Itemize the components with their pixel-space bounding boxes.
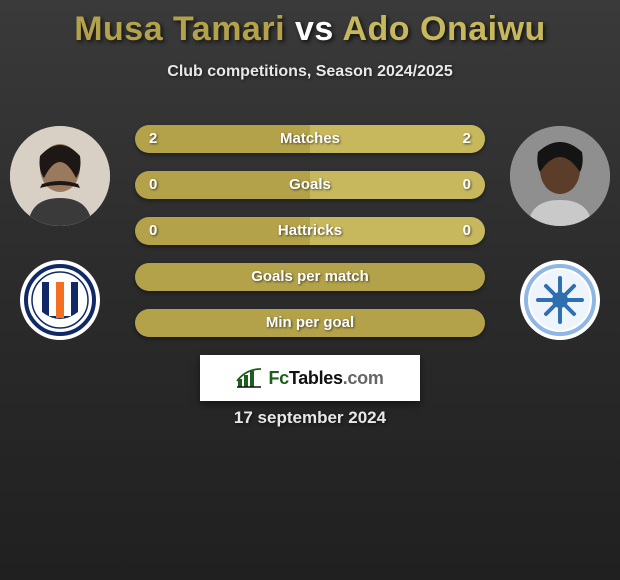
stat-bar-left xyxy=(135,309,310,337)
stat-bar-left xyxy=(135,171,310,199)
stat-bars: Matches22Goals00Hattricks00Goals per mat… xyxy=(135,125,485,355)
player2-name: Ado Onaiwu xyxy=(342,10,545,48)
player2-club-badge xyxy=(520,260,600,340)
page-title: Musa Tamari vs Ado Onaiwu xyxy=(0,0,620,49)
date-text: 17 september 2024 xyxy=(0,408,620,428)
stat-bar-right xyxy=(310,217,485,245)
vs-text: vs xyxy=(295,10,334,48)
stat-bar-left xyxy=(135,217,310,245)
stat-bar-right xyxy=(310,263,485,291)
stat-value-left: 0 xyxy=(149,217,157,245)
stat-bar-3: Goals per match xyxy=(135,263,485,291)
stat-value-right: 0 xyxy=(463,171,471,199)
stat-bar-left xyxy=(135,263,310,291)
player1-avatar xyxy=(10,126,110,226)
stat-value-left: 2 xyxy=(149,125,157,153)
stat-bar-right xyxy=(310,309,485,337)
stat-value-left: 0 xyxy=(149,171,157,199)
stat-bar-right xyxy=(310,171,485,199)
player2-avatar xyxy=(510,126,610,226)
brand-left: Fc xyxy=(268,368,288,388)
stat-value-right: 2 xyxy=(463,125,471,153)
stat-bar-right xyxy=(310,125,485,153)
stat-value-right: 0 xyxy=(463,217,471,245)
player2-silhouette-icon xyxy=(510,126,610,226)
bar-chart-icon xyxy=(236,367,262,389)
player1-silhouette-icon xyxy=(10,126,110,226)
subtitle: Club competitions, Season 2024/2025 xyxy=(0,63,620,81)
stat-bar-2: Hattricks00 xyxy=(135,217,485,245)
player1-club-badge xyxy=(20,260,100,340)
auxerre-badge-icon xyxy=(524,264,596,336)
stat-bar-4: Min per goal xyxy=(135,309,485,337)
brand-right: Tables xyxy=(289,368,343,388)
stat-bar-1: Goals00 xyxy=(135,171,485,199)
brand-box: FcTables.com xyxy=(200,355,420,401)
stat-bar-0: Matches22 xyxy=(135,125,485,153)
montpellier-badge-icon xyxy=(24,264,96,336)
stat-bar-left xyxy=(135,125,310,153)
brand-text: FcTables.com xyxy=(268,368,383,389)
player1-name: Musa Tamari xyxy=(74,10,285,48)
brand-suffix: .com xyxy=(343,368,384,388)
